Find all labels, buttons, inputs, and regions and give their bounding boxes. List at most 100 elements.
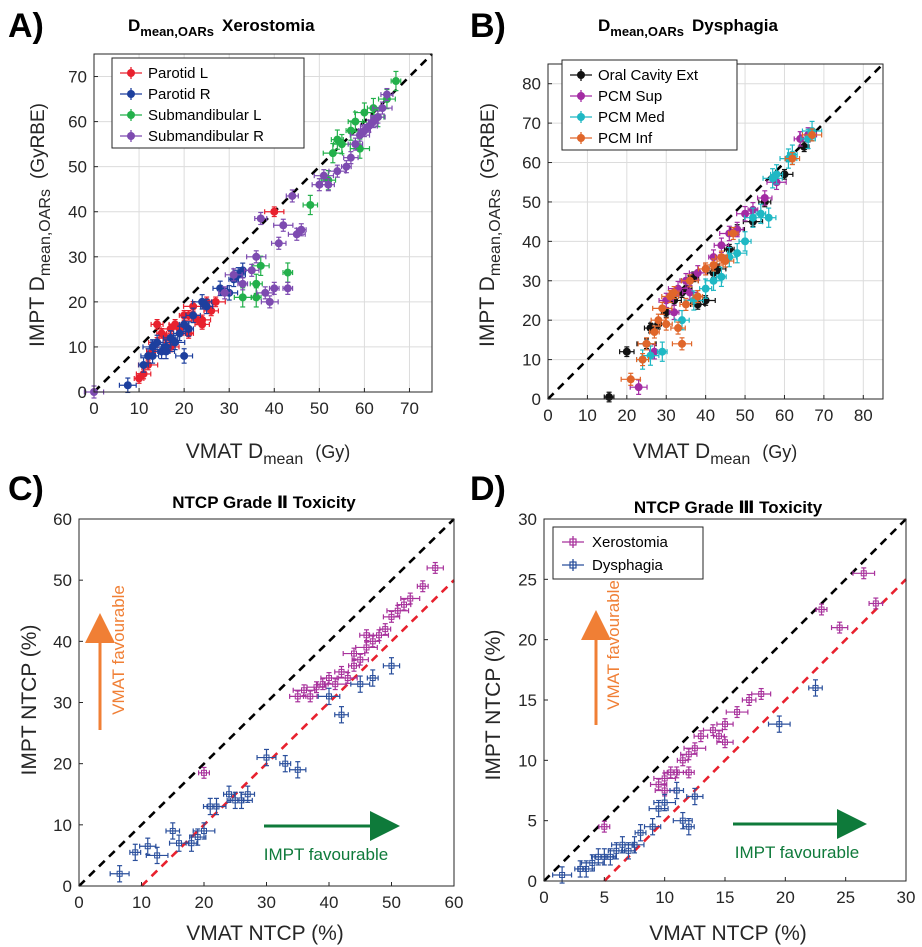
panel-b-title-main: D <box>598 16 610 35</box>
panel-a-point-submandibular-l-0 <box>249 273 263 295</box>
panel-d-point-xerostomia-16 <box>830 621 849 634</box>
legend-dysphagia-label: Dysphagia <box>592 557 664 574</box>
panel-d-ytick-label-4: 20 <box>518 631 537 650</box>
panel-b-xlabel-unit: (Gy) <box>762 442 797 462</box>
panel-b-xtick-label-0: 0 <box>543 406 552 425</box>
panel-b-title-sub: mean,OARs <box>610 24 684 39</box>
panel-b-ylabel-main: IMPT D <box>476 276 499 347</box>
panel-c-point-dysphagia-22 <box>382 657 401 675</box>
panel-a-xtick-label-4: 40 <box>265 399 284 418</box>
panel-d-point-dysphagia-17 <box>686 787 704 806</box>
panel-c-point-xerostomia-22 <box>342 647 366 660</box>
panel-c-title: NTCP Grade Ⅱ Toxicity <box>172 493 356 512</box>
panel-b-ylabel-sub: mean,OARs <box>487 189 504 276</box>
panel-a-ytick-label-3: 30 <box>68 248 87 267</box>
panel-b-ytick-label-6: 60 <box>522 154 541 173</box>
panel-b-xtick-label-7: 70 <box>814 406 833 425</box>
panel-a-ytick-label-7: 70 <box>68 68 87 87</box>
legend-oral-cavity-ext-label: Oral Cavity Ext <box>598 67 699 84</box>
panel-c-point-dysphagia-10 <box>206 797 227 816</box>
panel-c-ytick-label-1: 10 <box>53 816 72 835</box>
panel-d-point-dysphagia-16 <box>682 817 695 836</box>
panel-c-point-dysphagia-1 <box>129 843 142 862</box>
panel-c-point-xerostomia-9 <box>337 672 358 685</box>
panel-c-xtick-label-5: 50 <box>382 893 401 912</box>
panel-d-point-dysphagia-5 <box>594 848 615 866</box>
panel-b-ytick-label-4: 40 <box>522 232 541 251</box>
legend-parotid-l: Parotid L <box>120 65 208 82</box>
panel-a-title: Dmean,OARs Xerostomia <box>128 16 315 39</box>
panel-a-xtick-label-0: 0 <box>89 399 98 418</box>
panel-a-point-submandibular-r-10 <box>273 218 294 232</box>
panel-b-xtick-label-6: 60 <box>775 406 794 425</box>
panel-d-xtick-label-3: 15 <box>716 888 735 907</box>
panel-a-point-submandibular-r-27 <box>260 295 279 309</box>
panel-a-ylabel-unit: (GyRBE) <box>28 103 49 179</box>
panel-d-point-dysphagia-12 <box>643 817 662 836</box>
panel-b-point-pcm-inf-10 <box>671 337 693 351</box>
panel-a-point-parotid-l-18 <box>150 319 164 330</box>
panel-d-point-dysphagia-18 <box>767 715 791 733</box>
panel-d-point-dysphagia-20 <box>648 799 669 818</box>
panel-c: C) NTCP Grade Ⅱ Toxicity 0 10 20 30 40 50 60 0 1… <box>8 470 463 945</box>
panel-b-point-pcm-inf-2 <box>637 337 656 351</box>
panel-a-xlabel-main: VMAT D <box>186 440 263 463</box>
panel-c-point-xerostomia-6 <box>320 672 338 685</box>
panel-b-xtick-label-8: 80 <box>854 406 873 425</box>
panel-a-point-submandibular-r-1 <box>218 286 232 300</box>
panel-a-point-submandibular-r-26 <box>380 87 394 102</box>
panel-d-ytick-label-2: 10 <box>518 751 537 770</box>
panel-c-axes-frame <box>78 518 455 887</box>
panel-c-point-dysphagia-14 <box>240 785 256 803</box>
panel-c-ytick-label-6: 60 <box>53 510 72 529</box>
panel-d-xtick-label-1: 5 <box>600 888 609 907</box>
panel-a-point-submandibular-l-3 <box>302 194 319 216</box>
panel-a-point-parotid-r-19 <box>145 348 160 364</box>
panel-b-point-pcm-med-1 <box>641 345 660 366</box>
panel-c-xtick-label-1: 10 <box>132 893 151 912</box>
panel-b-ylabel: IMPT Dmean,OARs (GyRBE) <box>476 103 504 347</box>
panel-c-point-dysphagia-4 <box>165 822 181 840</box>
panel-c-point-dysphagia-15 <box>256 748 277 767</box>
panel-a-point-submandibular-l-17 <box>250 287 262 308</box>
panel-b-ytick-label-7: 70 <box>522 114 541 133</box>
panel-a-marks <box>83 70 402 399</box>
panel-c-point-dysphagia-17 <box>289 761 307 779</box>
panel-b-ytick-label-0: 0 <box>532 390 541 409</box>
panel-b-point-pcm-med-10 <box>738 231 752 252</box>
panel-c-offset-line <box>140 579 455 887</box>
panel-d-point-xerostomia-8 <box>693 730 709 743</box>
panel-a-point-submandibular-r-25 <box>372 101 393 115</box>
panel-a-point-submandibular-r-9 <box>270 236 287 250</box>
panel-b-ytick-label-5: 50 <box>522 193 541 212</box>
panel-d-point-dysphagia-19 <box>808 679 823 697</box>
panel-a-point-submandibular-l-6 <box>332 133 351 155</box>
panel-d-point-xerostomia-14 <box>751 687 772 700</box>
panel-d-letter: D) <box>470 470 506 508</box>
panel-c-point-xerostomia-16 <box>382 610 401 623</box>
panel-c-point-xerostomia-21 <box>426 561 444 574</box>
panel-b-point-oral-cavity-ext-1 <box>619 346 635 358</box>
panel-b-identity-line <box>547 63 884 400</box>
panel-d-xtick-label-0: 0 <box>539 888 548 907</box>
panel-a-xtick-label-2: 20 <box>175 399 194 418</box>
panel-d-point-dysphagia-0 <box>552 866 573 884</box>
panel-c-ytick-label-4: 40 <box>53 632 72 651</box>
panel-a-point-submandibular-r-2 <box>224 268 243 282</box>
panel-c-point-xerostomia-18 <box>396 598 412 611</box>
panel-b-point-pcm-inf-5 <box>652 301 673 315</box>
panel-d-point-xerostomia-5 <box>676 754 689 767</box>
panel-d-ytick-label-1: 5 <box>528 812 537 831</box>
panel-a-ylabel-main: IMPT D <box>26 276 49 347</box>
panel-a-title-tail: Xerostomia <box>222 16 315 35</box>
panel-a-point-submandibular-r-19 <box>347 137 364 151</box>
panel-b-point-pcm-inf-8 <box>668 285 680 300</box>
panel-a-ytick-label-4: 40 <box>68 203 87 222</box>
panel-d-point-xerostomia-0 <box>598 820 611 833</box>
panel-c-point-dysphagia-20 <box>350 675 371 693</box>
panel-c-xtick-label-3: 30 <box>257 893 276 912</box>
panel-c-point-dysphagia-18 <box>317 687 341 706</box>
panel-a-point-parotid-r-1 <box>138 357 149 373</box>
panel-b-ytick-label-3: 30 <box>522 272 541 291</box>
legend-pcm-med-label: PCM Med <box>598 109 665 126</box>
